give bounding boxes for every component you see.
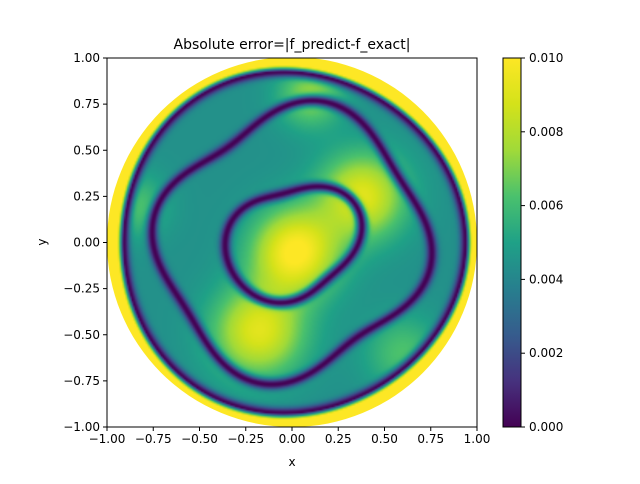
x-tick-label: 0.50	[371, 432, 398, 446]
y-axis-label: y	[35, 238, 49, 245]
colorbar-axis: 0.000 0.002 0.004 0.006 0.008 0.010	[521, 51, 563, 434]
x-tick-label: 0.00	[279, 432, 306, 446]
y-tick-label: 0.25	[73, 189, 100, 203]
colorbar-tick-label: 0.008	[529, 125, 563, 139]
heatmap-image	[107, 58, 477, 427]
y-tick-label: −0.25	[63, 282, 100, 296]
y-tick-label: 1.00	[73, 51, 100, 65]
colorbar	[502, 57, 522, 428]
x-tick-label: −1.00	[89, 432, 126, 446]
y-tick-label: −0.50	[63, 328, 100, 342]
y-tick-label: 0.00	[73, 236, 100, 250]
y-tick-label: −1.00	[63, 420, 100, 434]
x-tick-label: 1.00	[464, 432, 491, 446]
x-axis: −1.00 −0.75 −0.50 −0.25 0.00 0.25 0.50 0.75 1.00	[89, 427, 491, 446]
colorbar-tick-label: 0.000	[529, 420, 563, 434]
x-tick-label: −0.50	[181, 432, 218, 446]
x-tick-label: −0.75	[135, 432, 172, 446]
x-axis-label: x	[288, 455, 295, 469]
chart-title: Absolute error=|f_predict-f_exact|	[174, 37, 411, 53]
colorbar-tick-label: 0.006	[529, 199, 563, 213]
x-tick-label: −0.25	[227, 432, 264, 446]
y-tick-label: 0.50	[73, 143, 100, 157]
heatmap-layer	[107, 58, 477, 427]
colorbar-tick-label: 0.002	[529, 346, 563, 360]
x-tick-label: 0.25	[325, 432, 352, 446]
y-tick-label: −0.75	[63, 374, 100, 388]
y-tick-label: 0.75	[73, 97, 100, 111]
colorbar-tick-label: 0.004	[529, 272, 563, 286]
x-tick-label: 0.75	[417, 432, 444, 446]
y-axis: −1.00 −0.75 −0.50 −0.25 0.00 0.25 0.50 0.75 1.00	[63, 51, 107, 434]
colorbar-tick-label: 0.010	[529, 51, 563, 65]
